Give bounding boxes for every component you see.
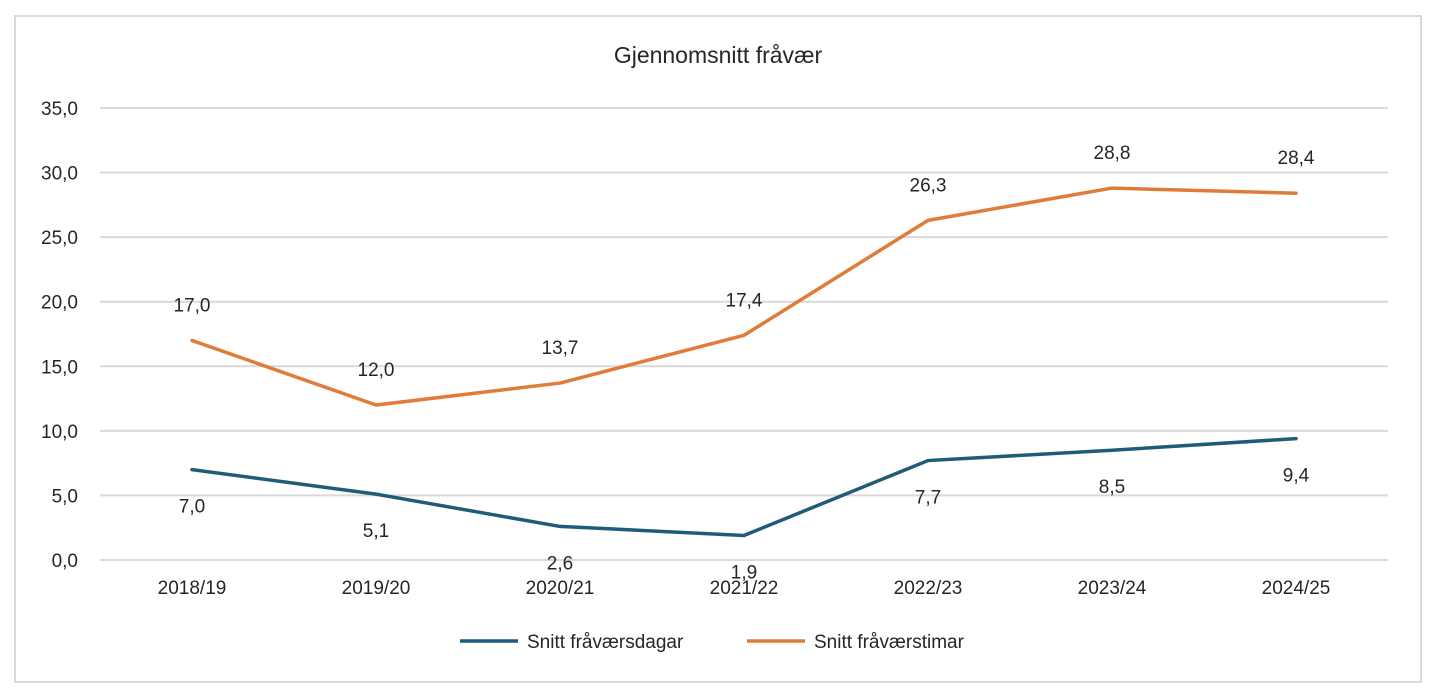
data-label: 28,8	[1094, 143, 1131, 164]
y-tick-label: 15,0	[41, 357, 78, 378]
x-tick-label: 2023/24	[1078, 578, 1147, 599]
x-tick-label: 2021/22	[710, 578, 779, 599]
data-label: 7,7	[915, 488, 941, 509]
series-line-0	[190, 436, 1298, 538]
y-axis: 0,0 5,0 10,0 15,0 20,0 25,0 30,0 35,0	[41, 99, 78, 572]
x-tick-label: 2019/20	[342, 578, 411, 599]
data-label: 12,0	[358, 360, 395, 381]
data-labels: 7,0 5,1 2,6 1,9 7,7 8,5 9,4 17,0 12,0 13,7 17,4 26,…	[174, 143, 1315, 583]
data-label: 17,4	[726, 290, 763, 311]
legend-label: Snitt fråværstimar	[814, 632, 965, 653]
y-tick-label: 35,0	[41, 99, 78, 120]
data-label: 7,0	[179, 497, 205, 518]
data-label: 5,1	[363, 521, 389, 542]
x-tick-label: 2024/25	[1262, 578, 1331, 599]
legend-label: Snitt fråværsdagar	[527, 632, 684, 653]
series-line-1	[190, 186, 1298, 407]
data-label: 1,9	[731, 562, 757, 583]
x-tick-label: 2022/23	[894, 578, 963, 599]
data-label: 8,5	[1099, 477, 1125, 498]
y-tick-label: 30,0	[41, 164, 78, 185]
chart-title: Gjennomsnitt fråvær	[614, 42, 823, 68]
data-label: 26,3	[910, 175, 947, 196]
data-label: 2,6	[547, 553, 573, 574]
chart-frame	[14, 15, 1422, 683]
x-tick-label: 2020/21	[526, 578, 595, 599]
series-lines	[190, 186, 1298, 538]
gridlines	[100, 107, 1388, 561]
y-tick-label: 5,0	[52, 486, 78, 507]
legend: Snitt fråværsdagar Snitt fråværstimar	[460, 632, 965, 653]
data-label: 9,4	[1283, 466, 1310, 487]
y-tick-label: 20,0	[41, 293, 78, 314]
y-tick-label: 25,0	[41, 228, 78, 249]
y-tick-label: 10,0	[41, 422, 78, 443]
data-label: 13,7	[542, 338, 579, 359]
data-label: 28,4	[1278, 148, 1315, 169]
data-label: 17,0	[174, 295, 211, 316]
y-tick-label: 0,0	[52, 551, 78, 572]
x-axis: 2018/19 2019/20 2020/21 2021/22 2022/23 2023/…	[158, 578, 1331, 599]
x-tick-label: 2018/19	[158, 578, 227, 599]
